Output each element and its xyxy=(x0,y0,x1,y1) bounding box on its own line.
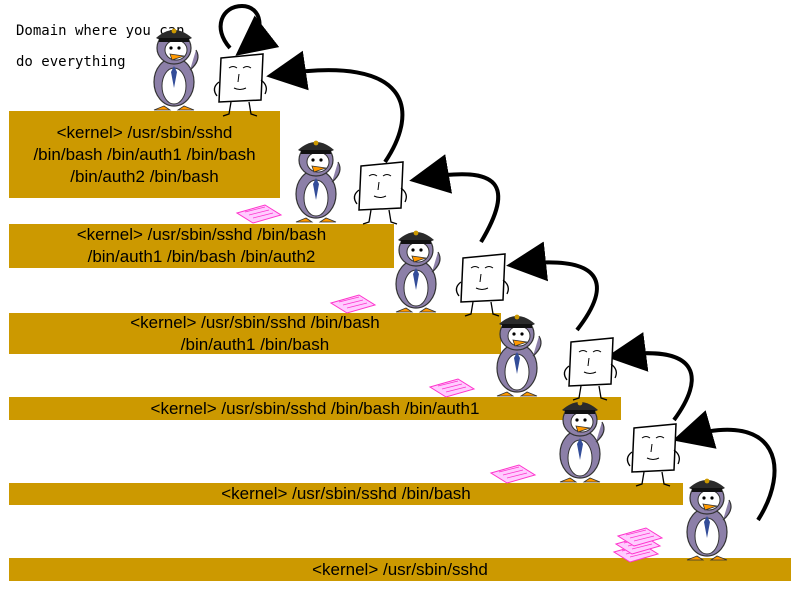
annotation-line-1: Domain where you can xyxy=(16,23,185,39)
step-bar-3: <kernel> /usr/sbin/sshd /bin/bash /bin/a… xyxy=(9,313,501,354)
step-2-line-1: <kernel> /usr/sbin/sshd /bin/bash xyxy=(76,225,327,244)
step-1-line-2: /bin/bash /bin/auth1 /bin/bash xyxy=(33,144,256,164)
step-2-line-2: /bin/auth1 /bin/bash /bin/auth2 xyxy=(87,247,316,266)
curved-arrow-icon xyxy=(506,241,599,332)
step-bar-2: <kernel> /usr/sbin/sshd /bin/bash /bin/a… xyxy=(9,224,394,268)
annotation-line-2: do everything xyxy=(16,54,126,70)
curved-arrow-icon xyxy=(266,50,405,164)
paper-stack xyxy=(613,527,663,563)
penguin-officer-icon xyxy=(395,230,441,313)
loop-arrow-icon xyxy=(218,3,280,56)
step-bar-4: <kernel> /usr/sbin/sshd /bin/bash /bin/a… xyxy=(9,397,621,420)
pink-paper-icon xyxy=(490,464,536,484)
step-1-line-1: <kernel> /usr/sbin/sshd xyxy=(56,122,233,142)
step-bar-5: <kernel> /usr/sbin/sshd /bin/bash xyxy=(9,483,683,505)
penguin-officer-icon xyxy=(559,400,605,483)
step-bar-1: <kernel> /usr/sbin/sshd /bin/bash /bin/a… xyxy=(9,111,280,198)
curved-arrow-icon xyxy=(606,332,694,422)
pink-paper-icon xyxy=(236,204,282,224)
document-character-icon xyxy=(353,161,408,225)
pink-paper-icon xyxy=(330,294,376,314)
pink-paper-icon xyxy=(429,378,475,398)
curved-arrow-icon xyxy=(409,154,501,244)
step-3-line-2: /bin/auth1 /bin/bash xyxy=(180,334,330,354)
step-1-line-3: /bin/auth2 /bin/bash xyxy=(70,166,219,186)
step-3-line-1: <kernel> /usr/sbin/sshd /bin/bash xyxy=(130,312,380,332)
step-6-line-1: <kernel> /usr/sbin/sshd xyxy=(312,559,488,579)
document-character-icon xyxy=(626,423,681,487)
curved-arrow-icon xyxy=(672,410,777,522)
penguin-officer-icon xyxy=(686,478,732,561)
step-4-line-1: <kernel> /usr/sbin/sshd /bin/bash /bin/a… xyxy=(150,398,480,418)
penguin-officer-icon xyxy=(153,28,199,111)
step-bar-6: <kernel> /usr/sbin/sshd xyxy=(9,558,791,581)
penguin-officer-icon xyxy=(295,140,341,223)
penguin-officer-icon xyxy=(496,314,542,397)
step-5-line-1: <kernel> /usr/sbin/sshd /bin/bash xyxy=(221,484,471,503)
document-character-icon xyxy=(563,337,618,401)
annotation: Domain where you can do everything xyxy=(16,16,185,78)
document-character-icon xyxy=(213,53,268,117)
document-character-icon xyxy=(455,253,510,317)
